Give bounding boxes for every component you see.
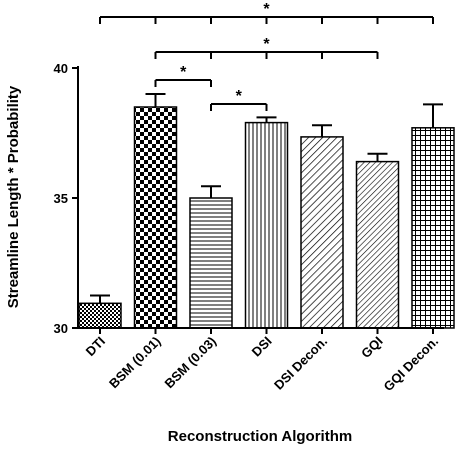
x-tick-label: DSI	[249, 334, 275, 360]
x-tick-label: BSM (0.03)	[162, 334, 220, 392]
y-tick-label: 40	[54, 61, 68, 76]
significance-label: *	[263, 1, 270, 18]
significance-label: *	[236, 88, 243, 105]
x-tick-label: DTI	[83, 334, 108, 359]
significance-label: *	[180, 64, 187, 81]
x-tick-label: GQI	[358, 334, 385, 361]
bar	[411, 127, 455, 329]
bar	[133, 106, 178, 329]
y-tick-label: 30	[54, 321, 68, 336]
bar	[244, 121, 289, 329]
x-tick-label: DSI Decon.	[271, 334, 330, 393]
bar	[189, 197, 233, 329]
bar	[78, 302, 122, 329]
y-tick-label: 35	[54, 191, 68, 206]
y-axis-title: Streamline Length * Probability	[5, 85, 22, 308]
bar	[300, 136, 344, 329]
bars	[78, 106, 455, 329]
significance-label: *	[263, 36, 270, 53]
x-tick-label: GQI Decon.	[380, 334, 441, 395]
x-tick-label: BSM (0.01)	[106, 334, 164, 392]
bar	[355, 160, 400, 329]
significance-brackets: * * * *	[99, 1, 434, 111]
error-bars	[90, 93, 443, 304]
y-ticks: 30 35 40	[54, 61, 78, 336]
x-axis-title: Reconstruction Algorithm	[168, 428, 352, 445]
